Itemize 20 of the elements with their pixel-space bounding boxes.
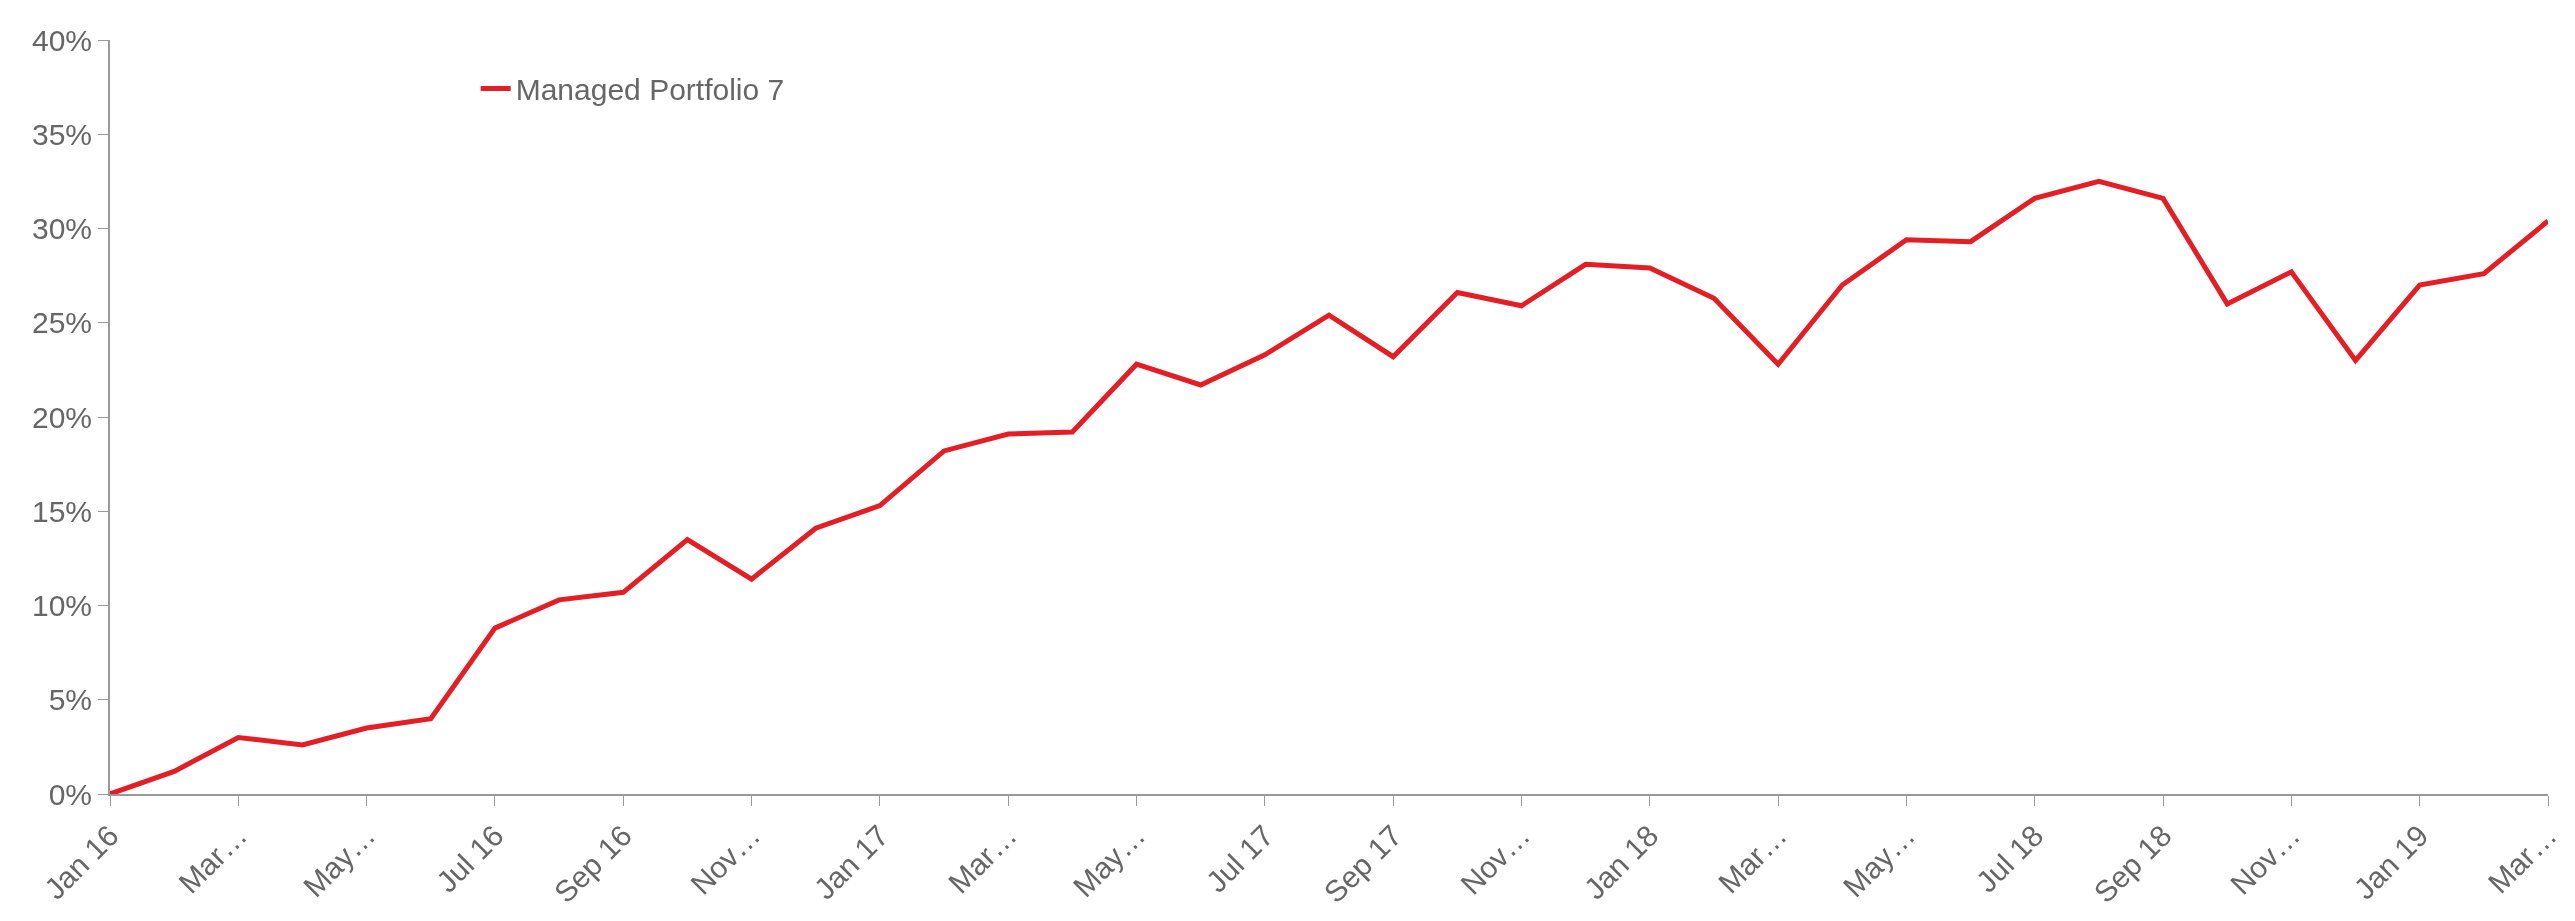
x-tick-label: Jan 19 xyxy=(2347,818,2435,906)
x-tick-label: Sep 16 xyxy=(547,818,639,910)
y-tick-label: 15% xyxy=(31,494,92,528)
x-tick-label: Jul 16 xyxy=(429,818,510,899)
x-tick-label: Jul 17 xyxy=(1199,818,1280,899)
x-tick-label: Sep 18 xyxy=(2087,818,2178,910)
y-tick-label: 5% xyxy=(48,683,92,717)
x-tick-label: Jan 18 xyxy=(1577,818,1665,906)
x-tick-label: Jul 18 xyxy=(1969,818,2050,899)
legend-label: Managed Portfolio 7 xyxy=(515,73,785,107)
y-tick-label: 0% xyxy=(48,777,92,811)
y-tick-label: 20% xyxy=(31,400,92,434)
x-tick-label: Jan 17 xyxy=(807,818,895,906)
y-tick-label: 40% xyxy=(31,23,92,57)
y-tick-label: 35% xyxy=(31,117,92,151)
x-tick-label: Jan 16 xyxy=(37,818,125,906)
y-tick-label: 30% xyxy=(31,212,92,245)
x-tick-label: Sep 17 xyxy=(1317,818,1409,910)
y-tick-label: 25% xyxy=(31,306,92,340)
y-tick-label: 10% xyxy=(31,589,92,622)
